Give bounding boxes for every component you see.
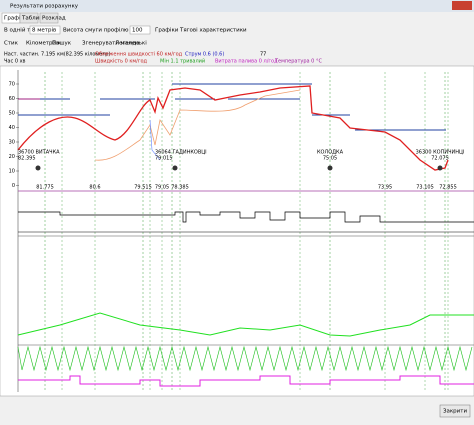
height-value: 100 [132,28,143,34]
profile [18,211,474,223]
info-text: Швидкість 0 км/год [95,59,148,65]
current-curve [17,312,474,337]
toolbar-button[interactable]: Кілометраж [26,41,61,47]
station-km: 82.395 [18,156,36,162]
speed-bands [17,345,473,372]
info-text: Наст. частин. 7.195 км(82.395 кілометр) [4,52,110,58]
point-value: 8 метрів [32,28,56,34]
y-label: 0 [12,183,15,189]
speed-curve [17,85,449,171]
toolbar-button[interactable]: Пошук [52,41,72,47]
km-label: 80.6 [89,185,100,191]
station-name: 36700 ВИТАЧКА [18,150,60,156]
height-label: Висота смуги профілю (м): [63,28,141,34]
signal-curve [18,375,474,387]
station-icon [327,165,333,171]
station-km: 79.015 [155,156,173,162]
graphs-button[interactable]: Графіки [155,28,179,34]
close-button[interactable] [439,404,471,418]
tab[interactable] [39,12,59,24]
km-label: 79.05 [155,185,169,191]
info-text: Обмеження швидкості 60 км/год [95,52,183,58]
km-label: 79.515 [134,185,152,191]
info-text: Мін 1.1 тривалий [160,58,205,65]
km-label: 81.775 [36,185,54,191]
km-label: 78.385 [171,185,189,191]
y-label: 70 [9,82,15,88]
station-km: 72.075 [431,156,449,162]
km-label: 73.105 [416,185,434,191]
y-label: 20 [9,154,15,160]
info-text: 77 [260,52,266,58]
toolbar [0,24,474,50]
y-label: 10 [9,169,15,175]
station-icon [35,165,41,171]
station-name: КОЛОДКА [317,150,344,156]
toolbar-button[interactable]: Стик [4,41,19,47]
y-label: 60 [9,96,15,102]
info-text: Час 0 хв [4,59,26,65]
point-select[interactable] [29,25,61,35]
traction-button[interactable]: Тягові характеристики [179,28,247,34]
tab[interactable] [19,12,39,24]
y-label: 30 [9,140,15,146]
info-text: Температура 0 °С [274,59,322,65]
tab-label: Таблиця [21,16,46,22]
station-icon [172,165,178,171]
y-label: 40 [9,125,15,131]
info-text: Струм 0.6 (0.6) [185,52,224,58]
toolbar-button[interactable]: Згенерувати маленькі [82,41,147,47]
km-label: 72.855 [439,185,457,191]
station-icon [437,165,443,171]
info-text: Витрата палива 0 л/год [215,59,278,65]
window-title: Результати розрахунку [10,4,79,10]
close-label: Закрити [443,409,467,415]
brake-curve [94,89,301,161]
toolbar-button[interactable]: Легенда [115,41,140,47]
km-label: 73.95 [378,185,392,191]
height-input[interactable] [129,25,151,35]
station-name: 36064 ГАДИНКОВЦІ [155,150,207,156]
tab-label: Графік [4,16,24,22]
aux-curve [149,119,161,161]
chart-panel [0,65,474,397]
point-label: В одній точці [4,27,43,34]
title-bar [0,0,474,12]
close-x[interactable] [452,1,472,10]
y-label: 50 [9,111,15,117]
station-km: 75.05 [323,156,337,162]
tab-label: Розклад [42,16,66,22]
station-name: 36300 КОПИЧИНЦІ [416,150,465,156]
